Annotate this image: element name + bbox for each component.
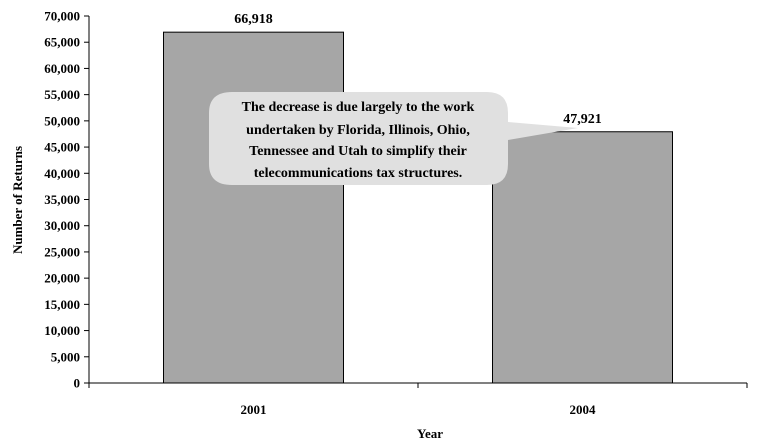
y-tick-label: 50,000 (44, 113, 80, 128)
callout-line-3: Tennessee and Utah to simplify their (249, 144, 467, 159)
y-tick-label: 25,000 (44, 244, 80, 259)
y-tick-label: 30,000 (44, 218, 80, 233)
x-tick-label-2004: 2004 (570, 402, 597, 417)
y-tick-label: 60,000 (44, 61, 80, 76)
bar-2004 (492, 131, 673, 384)
y-tick-label: 70,000 (44, 9, 80, 24)
bars (163, 31, 673, 384)
callout: The decrease is due largely to the work … (209, 92, 578, 185)
data-label-2001: 66,918 (234, 12, 273, 27)
callout-line-1: The decrease is due largely to the work (242, 100, 475, 115)
y-tick-label: 0 (74, 376, 81, 391)
y-axis-title: Number of Returns (10, 146, 25, 254)
y-axis-ticks: 0 5,000 10,000 15,000 20,000 25,000 30,000 35,0… (44, 9, 89, 391)
y-tick-label: 45,000 (44, 140, 80, 155)
y-tick-label: 65,000 (44, 35, 80, 50)
y-tick-label: 55,000 (44, 87, 80, 102)
y-tick-label: 10,000 (44, 323, 80, 338)
data-label-2004: 47,921 (563, 112, 602, 127)
x-axis-ticks: 2001 2004 (88, 383, 748, 417)
y-tick-label: 15,000 (44, 297, 80, 312)
x-axis-title: Year (417, 426, 443, 441)
y-tick-label: 20,000 (44, 271, 80, 286)
y-tick-label: 5,000 (51, 349, 80, 364)
data-labels: 66,918 47,921 (234, 12, 602, 127)
y-tick-label: 35,000 (44, 192, 80, 207)
y-tick-label: 40,000 (44, 166, 80, 181)
callout-bubble (209, 92, 578, 185)
bar-2001 (163, 31, 344, 384)
callout-line-4: telecommunications tax structures. (254, 166, 463, 181)
x-tick-label-2001: 2001 (241, 402, 267, 417)
callout-line-2: undertaken by Florida, Illinois, Ohio, (246, 123, 470, 138)
